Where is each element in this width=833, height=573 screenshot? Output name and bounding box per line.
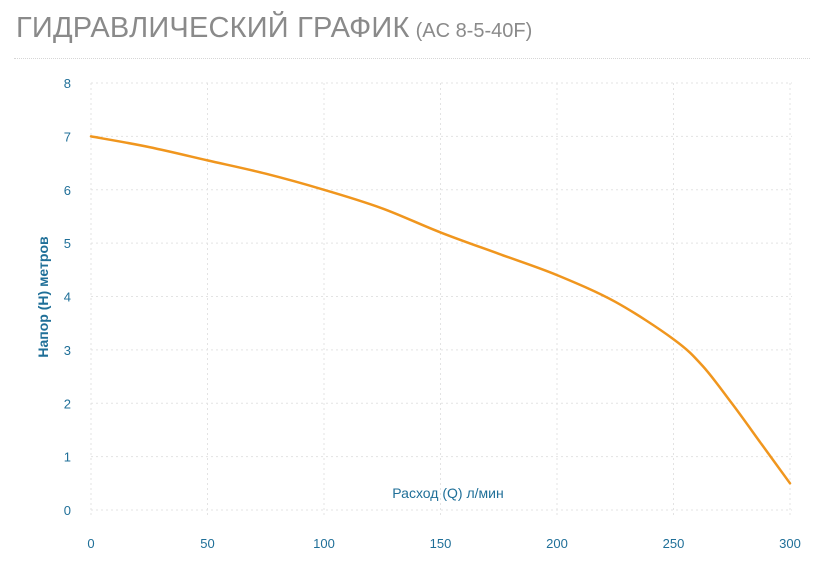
x-tick-label: 150 <box>430 536 452 551</box>
x-tick-label: 250 <box>663 536 685 551</box>
chart-title-main: ГИДРАВЛИЧЕСКИЙ ГРАФИК <box>16 12 410 44</box>
x-tick-label: 200 <box>546 536 568 551</box>
y-tick-label: 4 <box>64 290 71 305</box>
x-tick-label: 300 <box>779 536 801 551</box>
y-tick-label: 6 <box>64 183 71 198</box>
series <box>89 135 792 485</box>
y-tick-label: 1 <box>64 450 71 465</box>
x-tick-labels: 0 50 100 150 200 250 300 <box>87 536 800 551</box>
y-tick-labels: 0 1 2 3 4 5 6 7 8 <box>64 76 71 518</box>
x-tick-label: 50 <box>200 536 214 551</box>
y-tick-label: 2 <box>64 396 71 411</box>
chart-title: ГИДРАВЛИЧЕСКИЙ ГРАФИК (AC 8-5-40F) <box>16 12 532 45</box>
y-axis-label: Напор (H) метров <box>35 236 51 358</box>
series-line-0 <box>89 135 792 485</box>
y-tick-label: 0 <box>64 503 71 518</box>
x-tick-label: 100 <box>313 536 335 551</box>
y-tick-label: 5 <box>64 236 71 251</box>
chart-title-model: (AC 8-5-40F) <box>415 20 533 42</box>
y-tick-label: 3 <box>64 343 71 358</box>
grid <box>90 82 792 518</box>
title-divider <box>14 58 810 59</box>
y-tick-label: 8 <box>64 76 71 91</box>
y-tick-label: 7 <box>64 129 71 144</box>
x-axis-label: Расход (Q) л/мин <box>392 485 503 501</box>
x-tick-label: 0 <box>87 536 94 551</box>
